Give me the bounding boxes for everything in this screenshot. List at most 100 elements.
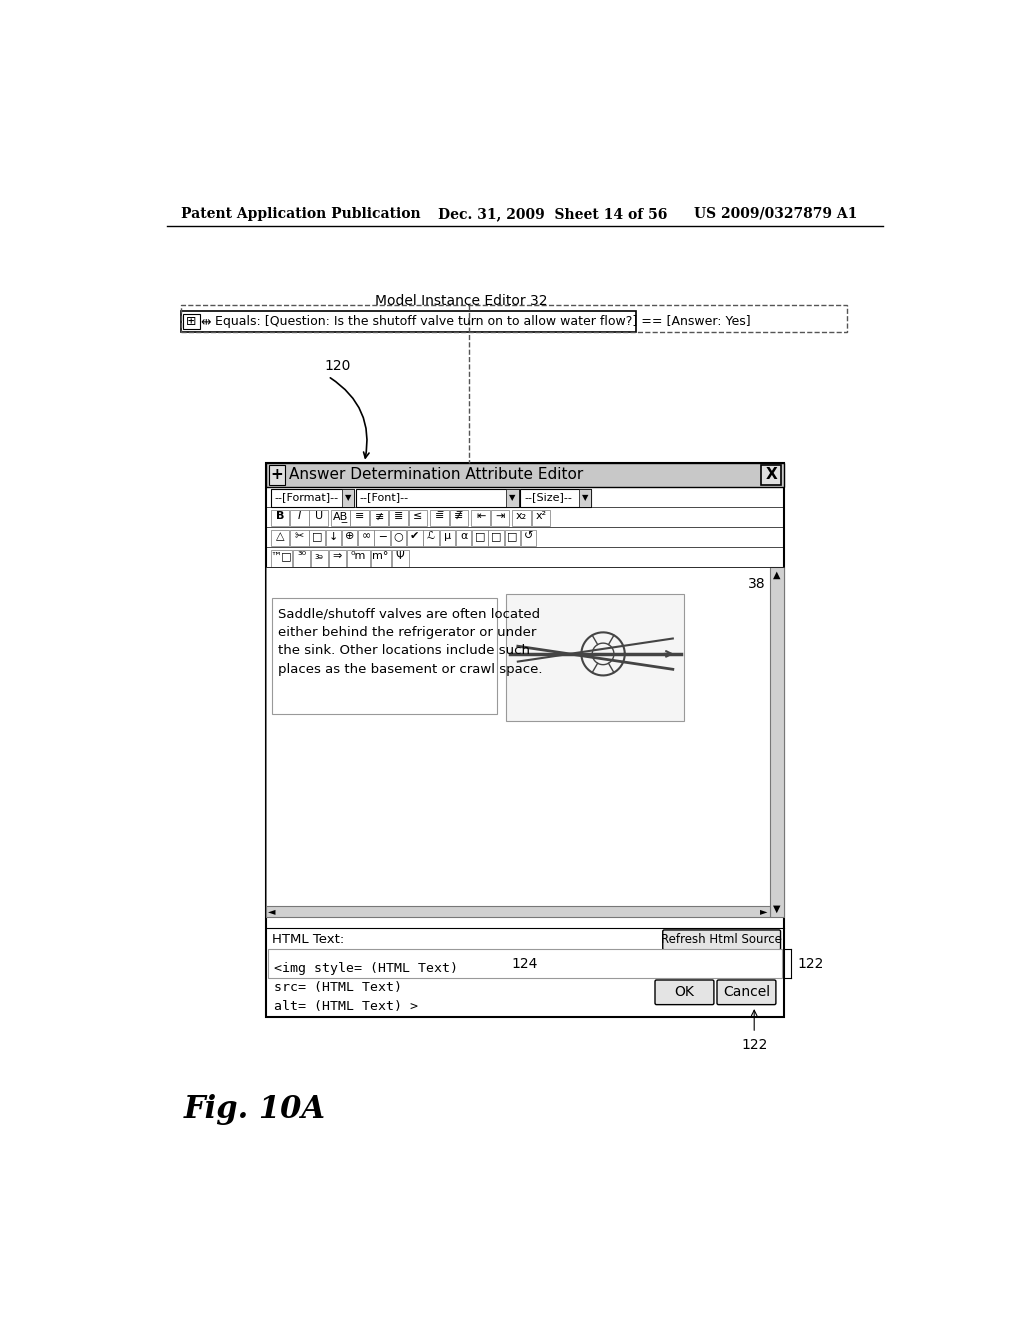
FancyBboxPatch shape	[663, 929, 780, 950]
Text: Refresh Html Source: Refresh Html Source	[662, 933, 782, 946]
FancyBboxPatch shape	[350, 510, 369, 527]
FancyBboxPatch shape	[266, 462, 783, 487]
Text: <img style= (HTML Text)
src= (HTML Text)
alt= (HTML Text) >: <img style= (HTML Text) src= (HTML Text)…	[273, 961, 458, 1012]
FancyBboxPatch shape	[579, 488, 592, 507]
Text: m°: m°	[373, 552, 389, 561]
Text: ▲: ▲	[773, 570, 780, 579]
Text: U: U	[314, 511, 323, 521]
FancyBboxPatch shape	[456, 529, 471, 546]
Text: ⊞: ⊞	[186, 315, 197, 329]
FancyBboxPatch shape	[409, 510, 427, 527]
FancyBboxPatch shape	[266, 462, 783, 1016]
Text: ⇹: ⇹	[201, 315, 211, 329]
Text: ✔: ✔	[410, 532, 420, 541]
FancyBboxPatch shape	[269, 465, 285, 484]
Text: ⇤: ⇤	[476, 511, 485, 521]
Text: ³⁰: ³⁰	[297, 552, 306, 561]
FancyBboxPatch shape	[490, 510, 509, 527]
FancyBboxPatch shape	[430, 510, 449, 527]
FancyBboxPatch shape	[180, 312, 636, 333]
Text: ↓: ↓	[329, 532, 338, 541]
Text: ≢: ≢	[375, 511, 384, 521]
Text: ✂: ✂	[295, 532, 304, 541]
FancyBboxPatch shape	[531, 510, 550, 527]
Text: Equals: [Question: Is the shutoff valve turn on to allow water flow?] == [Answer: Equals: [Question: Is the shutoff valve …	[215, 315, 751, 329]
Text: □: □	[474, 532, 485, 541]
Text: □: □	[490, 532, 502, 541]
Text: 120: 120	[324, 359, 350, 374]
FancyBboxPatch shape	[506, 488, 518, 507]
Text: ≡: ≡	[355, 511, 365, 521]
Text: ─: ─	[379, 532, 386, 541]
FancyBboxPatch shape	[450, 510, 468, 527]
Text: △: △	[275, 532, 284, 541]
Text: 122: 122	[741, 1039, 767, 1052]
Text: --[Size]--: --[Size]--	[524, 492, 571, 502]
Text: Answer Determination Attribute Editor: Answer Determination Attribute Editor	[289, 467, 584, 482]
Text: ≤: ≤	[413, 511, 423, 521]
FancyBboxPatch shape	[375, 529, 390, 546]
Text: Patent Application Publication: Patent Application Publication	[180, 207, 420, 220]
FancyBboxPatch shape	[512, 510, 531, 527]
FancyBboxPatch shape	[439, 529, 455, 546]
FancyBboxPatch shape	[770, 568, 783, 917]
Text: --[Format]--: --[Format]--	[274, 492, 339, 502]
FancyBboxPatch shape	[389, 510, 408, 527]
FancyBboxPatch shape	[270, 549, 292, 566]
Text: I: I	[298, 511, 301, 521]
FancyBboxPatch shape	[267, 949, 782, 978]
Text: ▼: ▼	[582, 492, 589, 502]
Text: ▼: ▼	[509, 492, 516, 502]
FancyBboxPatch shape	[326, 529, 341, 546]
Text: ◄: ◄	[268, 907, 275, 916]
Text: ⊕: ⊕	[345, 532, 354, 541]
Text: US 2009/0327879 A1: US 2009/0327879 A1	[693, 207, 857, 220]
FancyBboxPatch shape	[266, 906, 770, 917]
FancyBboxPatch shape	[290, 529, 308, 546]
FancyBboxPatch shape	[290, 510, 308, 527]
Text: ↺: ↺	[524, 532, 534, 541]
FancyBboxPatch shape	[471, 510, 489, 527]
FancyBboxPatch shape	[506, 594, 684, 721]
FancyBboxPatch shape	[270, 529, 289, 546]
Text: Saddle/shutoff valves are often located
either behind the refrigerator or under
: Saddle/shutoff valves are often located …	[279, 607, 543, 676]
Text: Ψ: Ψ	[395, 552, 404, 561]
FancyBboxPatch shape	[423, 529, 438, 546]
FancyBboxPatch shape	[371, 549, 391, 566]
FancyBboxPatch shape	[520, 488, 592, 507]
FancyBboxPatch shape	[331, 510, 349, 527]
FancyBboxPatch shape	[270, 488, 354, 507]
FancyBboxPatch shape	[761, 465, 781, 484]
Text: ₃ₔ: ₃ₔ	[314, 552, 324, 561]
FancyBboxPatch shape	[266, 568, 783, 917]
FancyBboxPatch shape	[655, 979, 714, 1005]
Text: ℒ: ℒ	[427, 532, 435, 541]
Text: ►: ►	[760, 907, 767, 916]
Text: ▼: ▼	[773, 904, 780, 915]
Text: ≣: ≣	[394, 511, 403, 521]
FancyBboxPatch shape	[311, 549, 328, 566]
Text: ○: ○	[393, 532, 403, 541]
FancyBboxPatch shape	[329, 549, 346, 566]
Text: AB̲: AB̲	[333, 511, 348, 521]
Text: OK: OK	[675, 985, 694, 999]
Text: ⁰m: ⁰m	[350, 552, 366, 561]
FancyBboxPatch shape	[309, 529, 325, 546]
FancyBboxPatch shape	[342, 488, 354, 507]
FancyBboxPatch shape	[391, 529, 407, 546]
Text: Model Instance Editor 32: Model Instance Editor 32	[375, 294, 548, 308]
FancyBboxPatch shape	[370, 510, 388, 527]
Text: ⇒: ⇒	[333, 552, 342, 561]
Text: ⇥: ⇥	[496, 511, 505, 521]
FancyBboxPatch shape	[407, 529, 423, 546]
Text: □: □	[507, 532, 518, 541]
FancyBboxPatch shape	[358, 529, 374, 546]
Text: 122: 122	[798, 957, 824, 970]
Text: HTML Text:: HTML Text:	[272, 933, 344, 946]
FancyBboxPatch shape	[270, 510, 289, 527]
FancyBboxPatch shape	[342, 529, 357, 546]
Text: --[Font]--: --[Font]--	[359, 492, 409, 502]
Text: +: +	[270, 467, 284, 482]
Text: ™□: ™□	[270, 552, 292, 561]
FancyBboxPatch shape	[293, 549, 310, 566]
